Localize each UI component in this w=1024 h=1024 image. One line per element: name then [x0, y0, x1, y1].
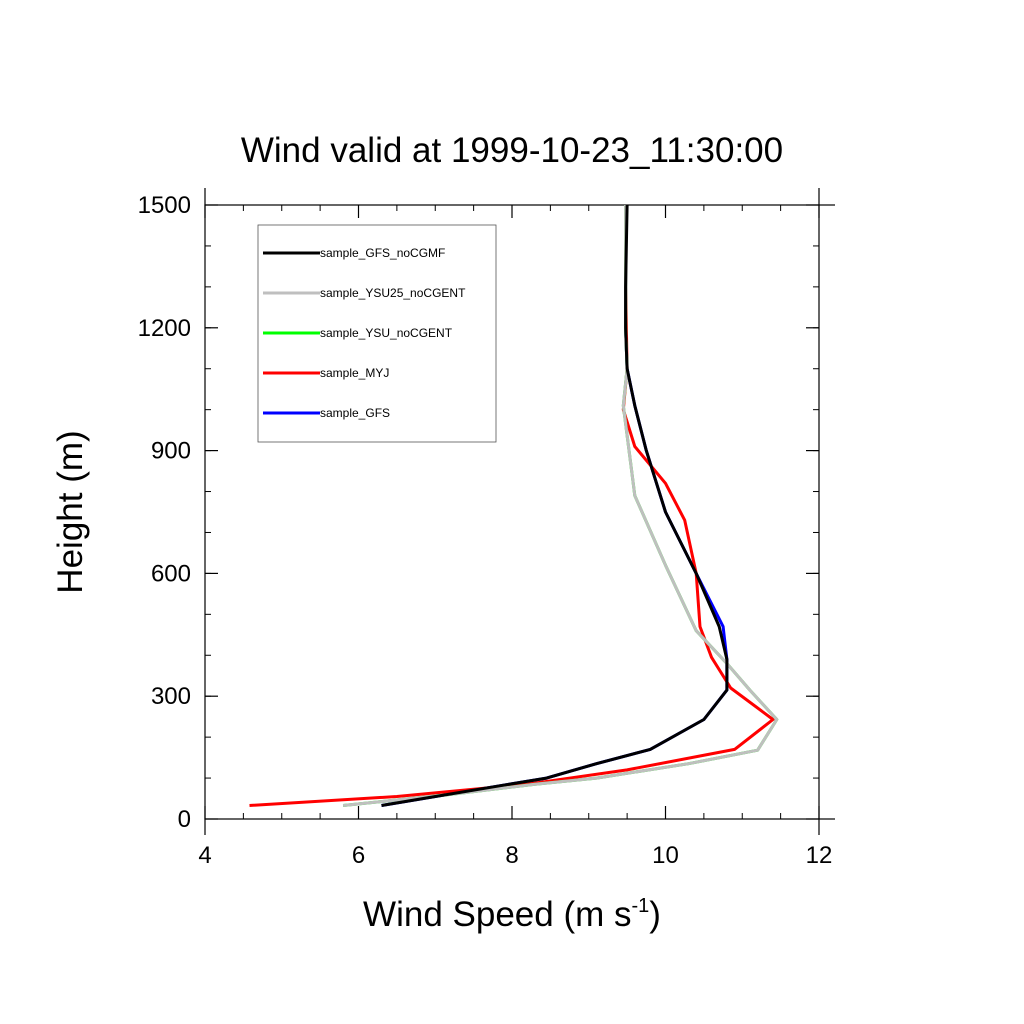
chart-title: Wind valid at 1999-10-23_11:30:00	[241, 131, 783, 170]
x-tick-label: 6	[352, 842, 365, 869]
x-tick-label: 4	[198, 842, 211, 869]
x-tick-label: 8	[505, 842, 518, 869]
x-axis-label: Wind Speed (m s-1)	[363, 895, 661, 934]
legend-label: sample_YSU_noCGENT	[320, 326, 453, 340]
x-tick-label: 12	[806, 842, 833, 869]
y-tick-label: 1500	[138, 192, 191, 219]
y-tick-label: 0	[178, 806, 191, 833]
series-line-sample-gfs-nocgmf	[381, 204, 729, 807]
y-tick-label: 600	[151, 560, 191, 587]
legend-label: sample_GFS_noCGMF	[320, 246, 445, 260]
y-tick-label: 300	[151, 683, 191, 710]
y-tick-label: 900	[151, 438, 191, 465]
y-axis-label: Height (m)	[51, 430, 90, 593]
series-lines	[249, 204, 779, 807]
x-tick-label: 10	[652, 842, 679, 869]
y-tick-label: 1200	[138, 315, 191, 342]
legend-label: sample_GFS	[320, 406, 390, 420]
legend-label: sample_MYJ	[320, 366, 389, 380]
axis-ticks: 4 6 8 10 12 0 300 600 900 1200 1500	[138, 192, 833, 869]
legend: sample_GFS_noCGMF sample_YSU25_noCGENTsam…	[257, 224, 497, 443]
legend-label: sample_YSU25_noCGENT	[320, 286, 466, 300]
